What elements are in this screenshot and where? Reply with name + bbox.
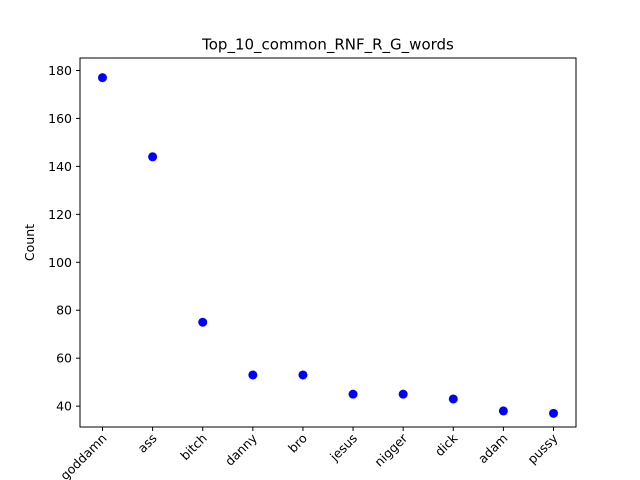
y-tick-label: 80 [56,303,72,318]
plot-area-frame [79,57,577,428]
y-axis-label: Count [22,224,37,261]
y-tick-label: 180 [48,63,72,78]
data-point [448,394,458,404]
y-tick-label: 120 [48,207,72,222]
y-tick-label: 160 [48,111,72,126]
y-tick-label: 40 [56,399,72,414]
data-point [248,370,258,380]
data-point [98,73,107,83]
data-point [498,406,508,416]
y-tick-label: 60 [56,351,72,366]
data-point [348,389,358,399]
y-tick-label: 100 [48,255,72,270]
data-point [198,317,208,327]
y-tick-label: 140 [48,159,72,174]
y-axis: 40 60 80 100 120 140 160 180 [48,63,80,414]
data-point [298,370,308,380]
data-point [549,408,558,418]
data-points [98,73,558,418]
data-point [148,152,158,162]
data-point [398,389,408,399]
chart-title: Top_10_common_RNF_R_G_words [201,36,454,55]
